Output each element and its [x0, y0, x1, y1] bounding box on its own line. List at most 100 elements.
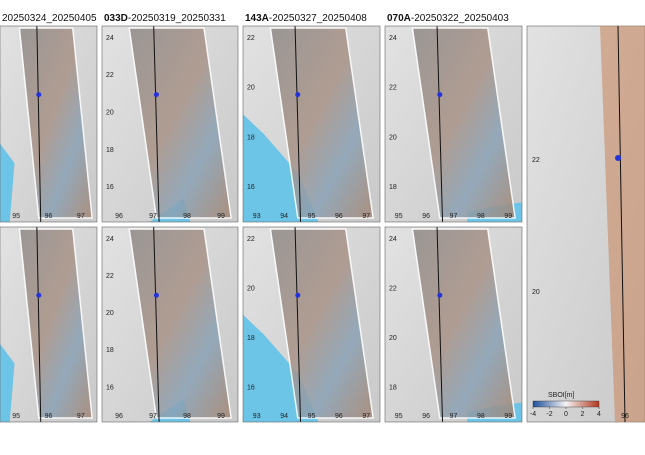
x-tick-label: 96 — [335, 213, 343, 220]
sea — [0, 344, 15, 422]
colorbar-tick-label: 4 — [597, 411, 601, 418]
y-tick-label: 24 — [106, 35, 114, 42]
x-tick-label: 98 — [477, 413, 485, 420]
frame — [384, 226, 523, 423]
fault-line — [36, 226, 42, 423]
map-panel: 20250324_20250405 95 96 97 — [0, 13, 98, 223]
panel-code: 143A — [245, 13, 269, 24]
fault-line — [153, 226, 160, 423]
x-tick-label: 97 — [362, 413, 370, 420]
y-tick-label: 18 — [247, 335, 255, 342]
y-tick-label: 20 — [389, 134, 397, 141]
x-tick-label: 94 — [280, 413, 288, 420]
panel-code: 070A — [387, 13, 411, 24]
y-tick-label: 24 — [106, 236, 114, 243]
x-tick-label: 97 — [450, 213, 458, 220]
panel-title: 033D-20250319_20250331 — [104, 13, 226, 24]
colorbar-tick-label: 2 — [581, 411, 585, 418]
x-tick-label: 96 — [115, 213, 123, 220]
epicenter — [437, 92, 443, 98]
x-tick-label: 95 — [395, 413, 403, 420]
epicenter — [615, 155, 621, 161]
y-tick-label: 22 — [106, 72, 114, 79]
frame — [101, 25, 239, 223]
panel-dates: -20250319_20250331 — [128, 13, 226, 24]
x-tick-label: 96 — [621, 413, 629, 420]
y-tick-label: 18 — [106, 147, 114, 154]
x-tick-label: 99 — [504, 213, 512, 220]
y-tick-label: 24 — [389, 35, 397, 42]
y-tick-label: 22 — [389, 85, 397, 92]
panel-code: 033D — [104, 13, 128, 24]
x-tick-label: 93 — [253, 213, 261, 220]
frame — [0, 25, 98, 223]
y-tick-label: 20 — [389, 335, 397, 342]
x-tick-label: 97 — [149, 413, 157, 420]
x-tick-label: 99 — [217, 213, 225, 220]
y-tick-label: 16 — [247, 184, 255, 191]
frame — [384, 25, 523, 223]
colorbar-tick-label: -2 — [546, 411, 552, 418]
x-tick-label: 95 — [308, 213, 316, 220]
colorbar-label: SBOI[m] — [548, 392, 575, 399]
y-tick-label: 22 — [532, 157, 540, 164]
panel-title: 143A-20250327_20250408 — [245, 13, 367, 24]
panel-dates: -20250322_20250403 — [411, 13, 509, 24]
frame — [242, 25, 381, 223]
map-panel: 95 96 97 98 99 24 22 20 18 — [384, 226, 523, 423]
y-tick-label: 18 — [389, 384, 397, 391]
x-tick-label: 97 — [77, 213, 85, 220]
epicenter — [153, 292, 159, 298]
x-tick-label: 97 — [77, 413, 85, 420]
fault-line — [153, 25, 160, 223]
x-tick-label: 98 — [183, 413, 191, 420]
sea — [0, 143, 15, 222]
colorbar-tick-label: 0 — [564, 411, 568, 418]
x-tick-label: 96 — [115, 413, 123, 420]
x-tick-label: 96 — [45, 213, 53, 220]
map-panel: 070A-20250322_20250403 95 96 97 98 99 24 22 20 18 — [384, 13, 523, 223]
map-panel: 033D-20250319_20250331 96 97 98 99 24 22 20 18 16 — [101, 13, 239, 223]
y-tick-label: 16 — [106, 184, 114, 191]
colorbar — [532, 400, 600, 408]
overview-panel: 22 20 96 SBOI[m] -4 -2 0 2 4 — [526, 25, 645, 423]
swath — [600, 26, 645, 422]
x-tick-label: 93 — [253, 413, 261, 420]
y-tick-label: 20 — [106, 110, 114, 117]
fault-line — [294, 226, 302, 423]
epicenter — [295, 92, 301, 98]
x-tick-label: 94 — [280, 213, 288, 220]
x-tick-label: 97 — [149, 213, 157, 220]
x-tick-label: 96 — [422, 413, 430, 420]
map-panel: 93 94 95 96 97 22 20 18 16 — [242, 226, 381, 423]
y-tick-label: 16 — [106, 384, 114, 391]
y-tick-label: 20 — [106, 310, 114, 317]
panel-title: 070A-20250322_20250403 — [387, 13, 509, 24]
x-tick-label: 95 — [308, 413, 316, 420]
x-tick-label: 98 — [477, 213, 485, 220]
y-tick-label: 18 — [389, 184, 397, 191]
x-tick-label: 97 — [450, 413, 458, 420]
y-tick-label: 22 — [247, 35, 255, 42]
epicenter — [295, 292, 301, 298]
map-panel: 95 96 97 — [0, 226, 98, 423]
epicenter — [36, 92, 42, 98]
fault-line — [436, 226, 444, 423]
y-tick-label: 18 — [247, 134, 255, 141]
fault-line — [36, 25, 42, 223]
y-tick-label: 20 — [532, 289, 540, 296]
map-panel: 143A-20250327_20250408 93 94 95 96 97 22 20 18 16 — [242, 13, 381, 223]
frame — [242, 226, 381, 423]
x-tick-label: 95 — [395, 213, 403, 220]
panel-dates: 20250324_20250405 — [2, 13, 97, 24]
fault-line — [617, 25, 626, 423]
y-tick-label: 24 — [389, 236, 397, 243]
epicenter — [437, 292, 443, 298]
x-tick-label: 99 — [504, 413, 512, 420]
y-tick-label: 22 — [389, 285, 397, 292]
frame — [101, 226, 239, 423]
epicenter — [36, 292, 42, 298]
x-tick-label: 96 — [45, 413, 53, 420]
panel-title: 20250324_20250405 — [2, 13, 97, 24]
